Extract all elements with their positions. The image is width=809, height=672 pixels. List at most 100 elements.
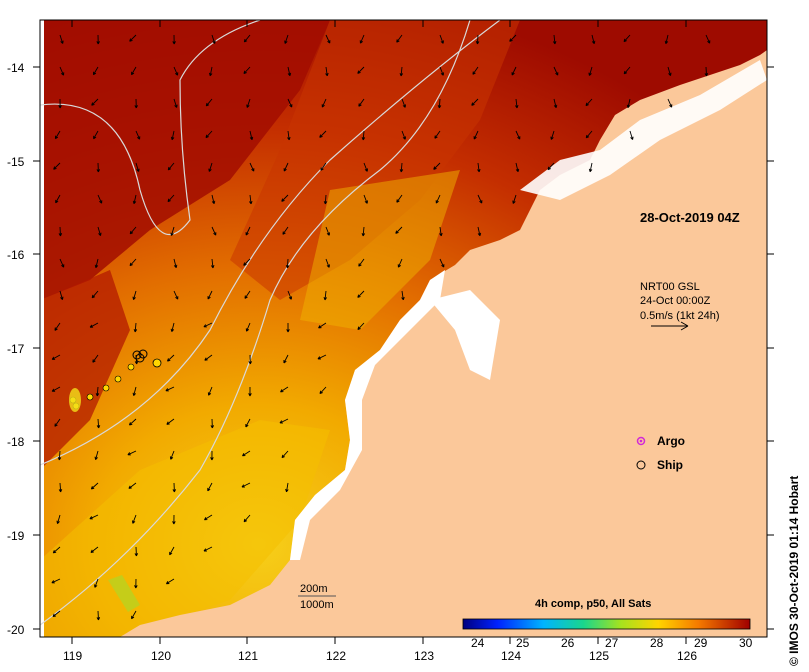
plot-frame: [39, 19, 768, 638]
current-arrow: [320, 162, 327, 171]
contour-deep: [40, 20, 261, 236]
current-arrow: [283, 354, 289, 364]
current-arrow: [96, 162, 101, 173]
current-arrow: [439, 226, 443, 237]
green-patch: [108, 575, 140, 612]
argo-label: Argo: [657, 434, 685, 448]
x-tick-label: 124: [501, 649, 521, 663]
current-arrow: [57, 450, 62, 461]
current-arrow: [249, 130, 254, 141]
x-tick-label: 120: [151, 649, 171, 663]
current-arrow: [667, 98, 673, 108]
current-arrow: [207, 482, 213, 492]
current-arrow: [248, 386, 252, 397]
current-arrow: [51, 578, 61, 584]
current-arrow: [509, 34, 517, 42]
current-arrow: [317, 354, 327, 360]
current-arrow: [397, 258, 403, 268]
current-arrow: [245, 418, 251, 428]
current-arrow: [167, 162, 175, 171]
current-arrow: [357, 322, 365, 330]
current-arrow: [243, 66, 251, 75]
current-arrow: [287, 98, 293, 108]
warm-tongue-center: [230, 20, 520, 300]
axis-ticks: [33, 20, 774, 644]
current-arrow: [664, 34, 669, 45]
colorbar-tick: 24: [471, 636, 485, 650]
current-arrow: [401, 98, 406, 108]
current-arrow: [51, 386, 61, 392]
current-arrow: [97, 194, 103, 204]
current-arrow: [97, 226, 102, 236]
current-arrow: [94, 450, 99, 460]
current-arrow: [207, 386, 213, 396]
current-arrow: [170, 322, 175, 333]
current-arrow: [135, 130, 141, 140]
colorbar-tick: 25: [516, 636, 530, 650]
current-arrow: [169, 546, 175, 556]
current-arrow: [56, 514, 61, 524]
current-arrow: [53, 162, 61, 170]
current-arrow: [245, 226, 251, 236]
current-arrow: [210, 258, 215, 269]
credit-label: © IMOS 30-Oct-2019 01:14 Hobart: [787, 476, 801, 666]
current-arrow: [357, 66, 365, 74]
x-tick-label: 121: [238, 649, 258, 663]
current-arrow: [285, 258, 290, 269]
current-arrow: [591, 34, 596, 45]
current-arrow: [132, 386, 137, 396]
current-arrow: [249, 162, 255, 172]
current-arrow: [170, 226, 175, 236]
current-arrow: [281, 194, 289, 202]
current-arrow: [547, 162, 555, 171]
current-arrow: [358, 98, 365, 107]
current-arrow: [173, 290, 179, 300]
current-arrow: [439, 34, 444, 44]
current-arrow: [165, 578, 175, 585]
current-arrow: [134, 546, 139, 557]
current-arrow: [248, 354, 252, 365]
current-arrow: [626, 98, 631, 109]
x-tick-label: 119: [63, 649, 82, 663]
current-arrow: [92, 354, 99, 363]
current-arrow: [363, 162, 369, 172]
current-arrow: [131, 66, 137, 76]
current-arrow: [319, 386, 327, 395]
island-nodata: [520, 60, 767, 200]
current-arrow: [205, 98, 213, 107]
current-arrow: [59, 34, 64, 44]
current-arrow: [244, 290, 251, 299]
current-arrow: [207, 290, 213, 300]
current-arrow: [243, 514, 251, 523]
y-tick-label: -14: [7, 61, 25, 75]
current-arrow: [58, 98, 62, 109]
current-arrow: [325, 258, 330, 268]
current-arrow: [92, 66, 99, 76]
contour-1000m-label: 1000m: [300, 599, 334, 611]
current-arrow: [361, 226, 366, 237]
current-arrow: [167, 354, 175, 362]
current-arrow: [59, 66, 65, 76]
colorbar: 4h comp, p50, All Sats 24 25 26 27 28 29…: [462, 598, 753, 650]
current-arrow: [208, 162, 213, 172]
current-arrow: [623, 66, 631, 75]
current-arrow: [284, 34, 289, 44]
current-arrow: [475, 34, 480, 45]
current-scale-label: 0.5m/s (1kt 24h): [640, 310, 719, 322]
current-arrow: [396, 34, 403, 43]
current-arrow: [93, 130, 99, 140]
current-arrow: [134, 578, 138, 589]
current-arrow: [588, 162, 593, 173]
current-arrow: [135, 162, 140, 172]
current-arrow: [211, 34, 216, 44]
current-arrow: [204, 354, 213, 361]
current-arrow: [129, 34, 137, 42]
ship-track: [69, 349, 162, 412]
current-arrow: [401, 290, 405, 301]
nodata-west-edge: [40, 20, 44, 637]
current-arrow: [515, 162, 520, 173]
contour-1000m: [40, 20, 471, 626]
current-arrow: [399, 66, 404, 77]
current-arrow: [165, 386, 175, 392]
y-tick-label: -15: [7, 155, 25, 169]
